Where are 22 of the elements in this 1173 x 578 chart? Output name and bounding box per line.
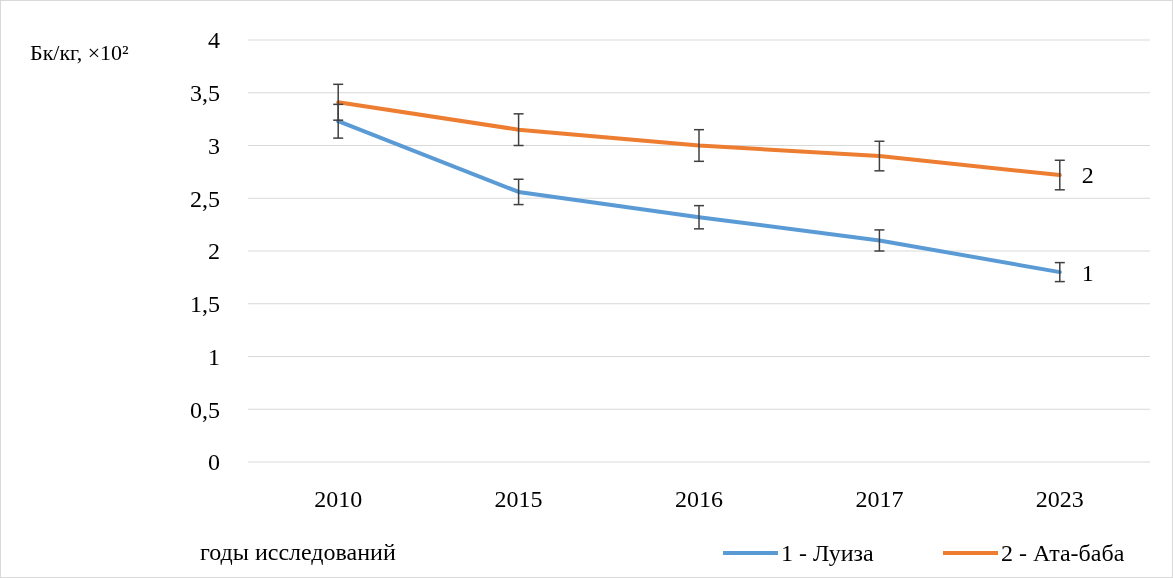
y-tick-label: 2,5 — [190, 185, 220, 212]
x-tick-label: 2015 — [494, 486, 543, 512]
y-axis-title: Бк/кг, ×10² — [30, 40, 130, 65]
y-tick-label: 3,5 — [190, 80, 220, 107]
y-tick-label: 1,5 — [190, 291, 220, 318]
y-tick-label: 0 — [208, 449, 220, 476]
x-tick-label: 2016 — [675, 486, 723, 512]
line-series — [336, 119, 1062, 275]
line-series — [336, 100, 1062, 178]
y-tick-label: 3 — [208, 132, 220, 159]
legend-label: 2 - Ата-баба — [1001, 540, 1125, 567]
annotation: 1 — [1081, 259, 1094, 286]
x-axis-title: годы исследований — [200, 539, 396, 565]
y-tick-label: 0,5 — [190, 396, 220, 423]
annotation: 2 — [1081, 162, 1094, 189]
y-tick-label: 4 — [208, 27, 220, 54]
x-tick-label: 2010 — [314, 486, 363, 512]
y-tick-label: 1 — [208, 343, 220, 370]
legend-label: 1 - Луиза — [781, 540, 874, 567]
x-tick-label: 2017 — [855, 486, 904, 512]
y-tick-label: 2 — [208, 238, 220, 265]
x-tick-label: 2023 — [1035, 486, 1084, 512]
